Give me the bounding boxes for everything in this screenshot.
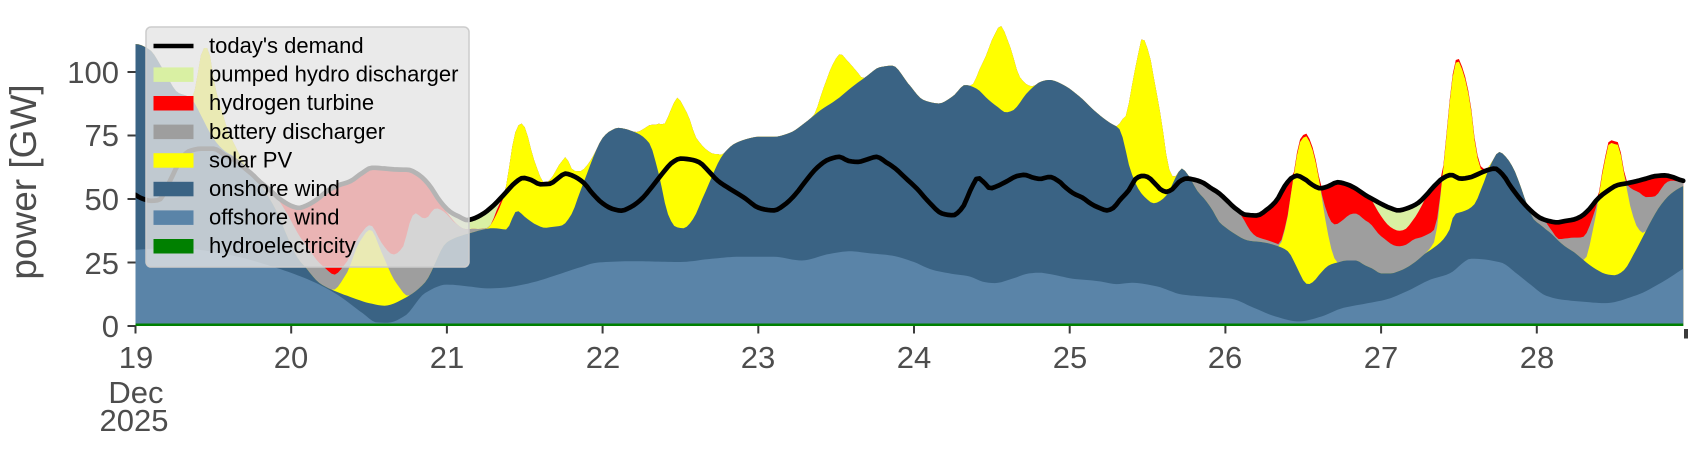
svg-text:28: 28 <box>1520 340 1554 375</box>
svg-text:25: 25 <box>85 246 119 281</box>
svg-text:solar PV: solar PV <box>209 147 292 172</box>
svg-text:Dec: Dec <box>108 375 163 410</box>
svg-text:battery discharger: battery discharger <box>209 119 385 144</box>
svg-text:50: 50 <box>85 182 119 217</box>
svg-text:offshore wind: offshore wind <box>209 205 339 230</box>
svg-text:26: 26 <box>1208 340 1242 375</box>
svg-text:0: 0 <box>102 309 119 344</box>
svg-text:27: 27 <box>1364 340 1398 375</box>
svg-text:100: 100 <box>67 55 119 90</box>
svg-text:onshore wind: onshore wind <box>209 176 340 201</box>
svg-text:22: 22 <box>586 340 620 375</box>
svg-text:19: 19 <box>119 340 153 375</box>
svg-text:24: 24 <box>897 340 931 375</box>
svg-text:hydrogen turbine: hydrogen turbine <box>209 90 374 115</box>
svg-text:21: 21 <box>430 340 464 375</box>
svg-text:power [GW]: power [GW] <box>3 84 44 279</box>
svg-text:today's demand: today's demand <box>209 33 364 58</box>
svg-text:hydroelectricity: hydroelectricity <box>209 233 356 258</box>
svg-text:pumped hydro discharger: pumped hydro discharger <box>209 62 458 87</box>
svg-text:2025: 2025 <box>100 403 169 438</box>
svg-text:20: 20 <box>274 340 308 375</box>
svg-text:25: 25 <box>1053 340 1087 375</box>
svg-text:23: 23 <box>741 340 775 375</box>
svg-text:75: 75 <box>85 118 119 153</box>
